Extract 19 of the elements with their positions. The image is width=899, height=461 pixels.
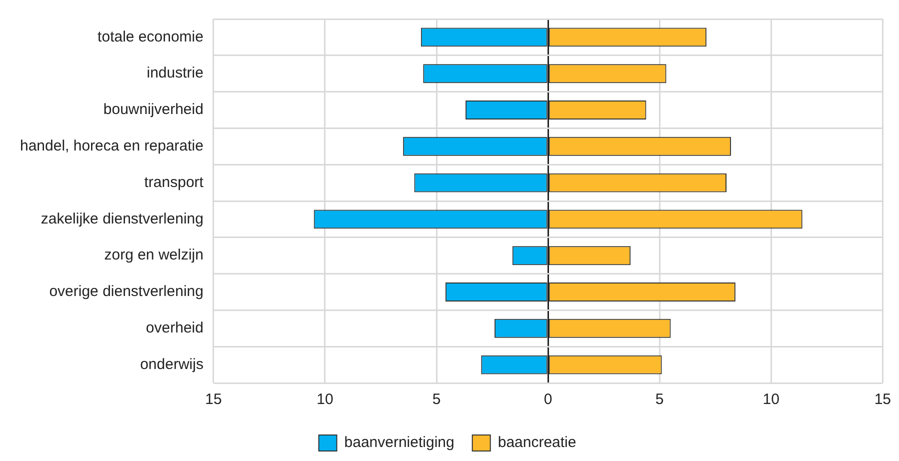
y-tick-label: onderwijs	[140, 356, 204, 373]
y-tick-label: industrie	[146, 64, 204, 82]
x-tick-label: 10	[762, 391, 780, 408]
y-tick-label: transport	[144, 174, 204, 191]
x-tick-label: 15	[874, 391, 891, 408]
x-tick-label: 0	[544, 391, 552, 408]
y-tick-label: zakelijke dienstverlening	[40, 210, 204, 228]
y-tick-label: zorg en welzijn	[104, 246, 204, 264]
x-tick-label: 15	[205, 391, 222, 408]
y-tick-label: overige dienstverlening	[49, 283, 204, 300]
legend-label: baanvernietiging	[344, 434, 454, 452]
x-tick-label: 10	[316, 391, 334, 408]
y-tick-label: handel, horeca en reparatie	[20, 138, 204, 155]
x-tick-label: 5	[655, 391, 664, 408]
y-tick-label: bouwnijverheid	[103, 101, 204, 118]
y-tick-label: overheid	[146, 320, 204, 337]
legend-label: baancreatie	[498, 434, 576, 452]
x-tick-label: 5	[432, 391, 441, 408]
y-tick-label: totale economie	[98, 28, 204, 46]
